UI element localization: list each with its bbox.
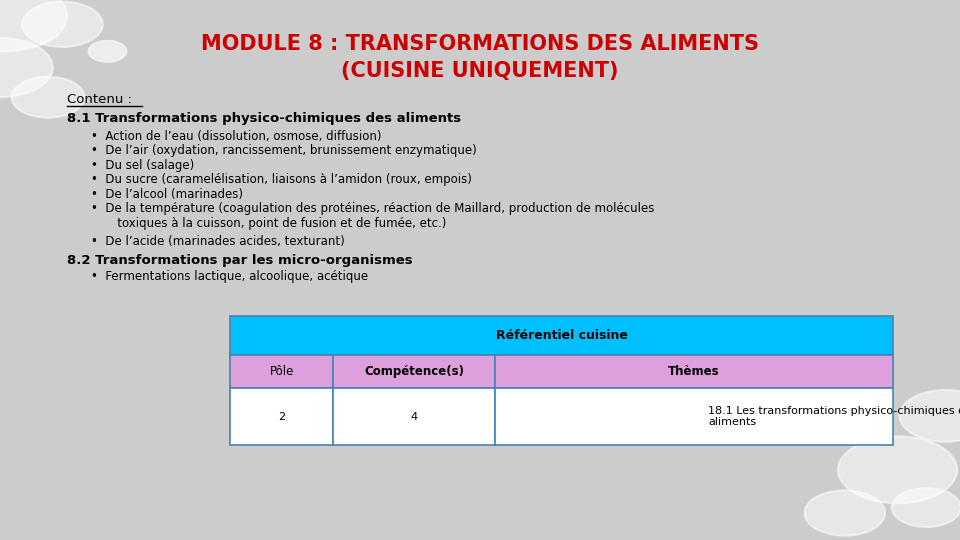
Circle shape bbox=[900, 390, 960, 442]
Text: •  De l’alcool (marinades): • De l’alcool (marinades) bbox=[91, 188, 243, 201]
Text: 8.2 Transformations par les micro-organismes: 8.2 Transformations par les micro-organi… bbox=[67, 254, 413, 267]
Text: Référentiel cuisine: Référentiel cuisine bbox=[495, 329, 628, 342]
Text: 8.1 Transformations physico-chimiques des aliments: 8.1 Transformations physico-chimiques de… bbox=[67, 112, 462, 125]
Circle shape bbox=[892, 488, 960, 527]
Text: •  De l’acide (marinades acides, texturant): • De l’acide (marinades acides, texturan… bbox=[91, 235, 345, 248]
FancyBboxPatch shape bbox=[495, 355, 893, 388]
FancyBboxPatch shape bbox=[333, 388, 495, 445]
Circle shape bbox=[88, 40, 127, 62]
Text: Thèmes: Thèmes bbox=[668, 365, 720, 378]
Text: •  Du sel (salage): • Du sel (salage) bbox=[91, 159, 195, 172]
Circle shape bbox=[0, 0, 67, 51]
Circle shape bbox=[838, 436, 957, 503]
Text: Pôle: Pôle bbox=[270, 365, 294, 378]
Circle shape bbox=[804, 490, 885, 536]
FancyBboxPatch shape bbox=[230, 388, 333, 445]
Text: MODULE 8 : TRANSFORMATIONS DES ALIMENTS: MODULE 8 : TRANSFORMATIONS DES ALIMENTS bbox=[201, 34, 759, 55]
Text: 2: 2 bbox=[278, 411, 285, 422]
Text: Compétence(s): Compétence(s) bbox=[364, 365, 465, 378]
Text: 18.1 Les transformations physico-chimiques des
aliments: 18.1 Les transformations physico-chimiqu… bbox=[708, 406, 960, 428]
Text: •  Fermentations lactique, alcoolique, acétique: • Fermentations lactique, alcoolique, ac… bbox=[91, 270, 369, 283]
Text: (CUISINE UNIQUEMENT): (CUISINE UNIQUEMENT) bbox=[341, 61, 619, 82]
FancyBboxPatch shape bbox=[230, 355, 333, 388]
Text: •  Du sucre (caramelélisation, liaisons à l’amidon (roux, empois): • Du sucre (caramelélisation, liaisons à… bbox=[91, 173, 472, 186]
FancyBboxPatch shape bbox=[495, 388, 893, 445]
Circle shape bbox=[0, 38, 53, 97]
Text: •  De l’air (oxydation, rancissement, brunissement enzymatique): • De l’air (oxydation, rancissement, bru… bbox=[91, 144, 477, 157]
Circle shape bbox=[12, 77, 84, 118]
FancyBboxPatch shape bbox=[230, 316, 893, 355]
Text: •  Action de l’eau (dissolution, osmose, diffusion): • Action de l’eau (dissolution, osmose, … bbox=[91, 130, 382, 143]
Text: Contenu :: Contenu : bbox=[67, 93, 132, 106]
FancyBboxPatch shape bbox=[333, 355, 495, 388]
Circle shape bbox=[22, 2, 103, 47]
Text: 4: 4 bbox=[411, 411, 418, 422]
Text: •  De la température (coagulation des protéines, réaction de Maillard, productio: • De la température (coagulation des pro… bbox=[91, 202, 655, 230]
